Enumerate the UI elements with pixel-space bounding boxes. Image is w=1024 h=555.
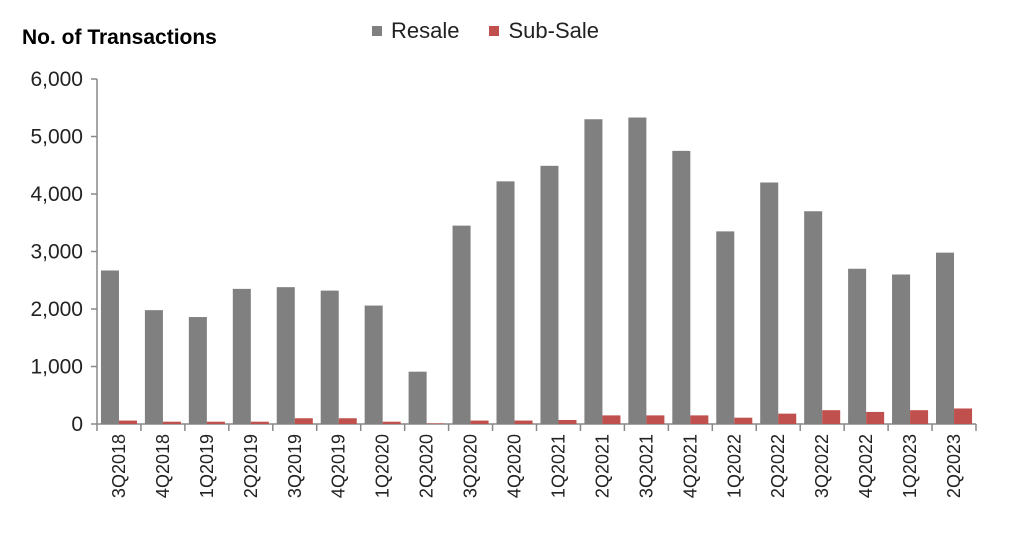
bar-sub-sale-4q2020 xyxy=(514,420,533,424)
x-tick-label: 1Q2020 xyxy=(373,434,393,498)
y-tick-label: 5,000 xyxy=(30,126,83,149)
legend-item-resale: Resale xyxy=(372,18,459,44)
x-tick-label: 4Q2021 xyxy=(680,434,700,498)
bar-resale-2q2019 xyxy=(232,288,251,424)
bar-sub-sale-1q2020 xyxy=(382,421,401,424)
bar-resale-3q2022 xyxy=(804,211,823,424)
bar-resale-1q2021 xyxy=(540,165,559,424)
y-tick-label: 2,000 xyxy=(30,298,83,321)
legend: Resale Sub-Sale xyxy=(372,18,629,44)
bar-resale-1q2023 xyxy=(892,274,911,424)
bar-resale-2q2023 xyxy=(936,252,955,424)
bar-sub-sale-3q2019 xyxy=(294,418,313,424)
bar-sub-sale-4q2022 xyxy=(866,411,885,424)
y-axis-title: No. of Transactions xyxy=(22,26,217,49)
y-tick-label: 1,000 xyxy=(30,356,83,379)
bar-sub-sale-4q2021 xyxy=(690,415,709,424)
bar-resale-3q2020 xyxy=(452,225,471,424)
bar-resale-1q2022 xyxy=(716,231,735,424)
y-tick-label: 0 xyxy=(71,413,83,436)
legend-label-sub-sale: Sub-Sale xyxy=(508,18,599,43)
bar-resale-4q2020 xyxy=(496,181,515,424)
bar-sub-sale-1q2021 xyxy=(558,419,577,424)
bar-resale-4q2022 xyxy=(848,268,867,424)
legend-item-sub-sale: Sub-Sale xyxy=(489,18,599,44)
legend-swatch-sub-sale xyxy=(489,26,500,36)
bar-resale-2q2020 xyxy=(408,371,427,424)
bar-resale-3q2019 xyxy=(276,287,295,424)
bar-resale-2q2021 xyxy=(584,119,603,424)
bar-sub-sale-2q2020 xyxy=(426,423,445,424)
x-tick-label: 2Q2021 xyxy=(592,434,612,498)
y-tick-label: 4,000 xyxy=(30,183,83,206)
x-tick-label: 4Q2020 xyxy=(505,434,525,498)
bar-sub-sale-3q2018 xyxy=(118,420,137,424)
x-tick-label: 1Q2019 xyxy=(197,434,217,498)
bar-resale-3q2018 xyxy=(100,270,119,424)
bar-sub-sale-4q2019 xyxy=(338,418,357,424)
bar-sub-sale-3q2022 xyxy=(822,410,841,424)
legend-label-resale: Resale xyxy=(391,18,460,43)
x-tick-label: 4Q2018 xyxy=(153,434,173,498)
x-tick-label: 3Q2019 xyxy=(285,434,305,498)
x-tick-label: 3Q2020 xyxy=(461,434,481,498)
bar-resale-1q2019 xyxy=(188,317,207,424)
bar-resale-4q2019 xyxy=(320,290,339,424)
bar-sub-sale-2q2021 xyxy=(602,415,621,424)
bar-resale-2q2022 xyxy=(760,182,779,424)
x-tick-label: 1Q2023 xyxy=(900,434,920,498)
bar-resale-1q2020 xyxy=(364,305,383,424)
x-tick-label: 4Q2022 xyxy=(856,434,876,498)
y-tick-label: 6,000 xyxy=(30,68,83,91)
x-tick-label: 3Q2021 xyxy=(636,434,656,498)
x-tick-label: 3Q2022 xyxy=(812,434,832,498)
x-tick-label: 4Q2019 xyxy=(329,434,349,498)
bar-resale-3q2021 xyxy=(628,117,647,425)
bar-sub-sale-2q2019 xyxy=(250,421,269,424)
x-tick-label: 1Q2022 xyxy=(724,434,744,498)
y-tick-label: 3,000 xyxy=(30,241,83,264)
legend-swatch-resale xyxy=(372,26,382,36)
x-tick-label: 2Q2022 xyxy=(768,434,788,498)
x-tick-label: 1Q2021 xyxy=(548,434,568,498)
x-tick-label: 2Q2020 xyxy=(417,434,437,498)
bar-sub-sale-4q2018 xyxy=(162,421,181,424)
bar-sub-sale-2q2023 xyxy=(954,408,973,424)
x-tick-label: 2Q2019 xyxy=(241,434,261,498)
bar-sub-sale-3q2021 xyxy=(646,415,665,424)
x-tick-label: 2Q2023 xyxy=(944,434,964,498)
bar-sub-sale-1q2023 xyxy=(910,410,929,424)
bar-sub-sale-3q2020 xyxy=(470,420,489,424)
bar-sub-sale-1q2022 xyxy=(734,417,753,424)
bar-resale-4q2018 xyxy=(144,310,163,424)
x-tick-label: 3Q2018 xyxy=(109,434,129,498)
bar-sub-sale-2q2022 xyxy=(778,413,797,424)
bar-sub-sale-1q2019 xyxy=(206,421,225,424)
bar-resale-4q2021 xyxy=(672,150,691,424)
